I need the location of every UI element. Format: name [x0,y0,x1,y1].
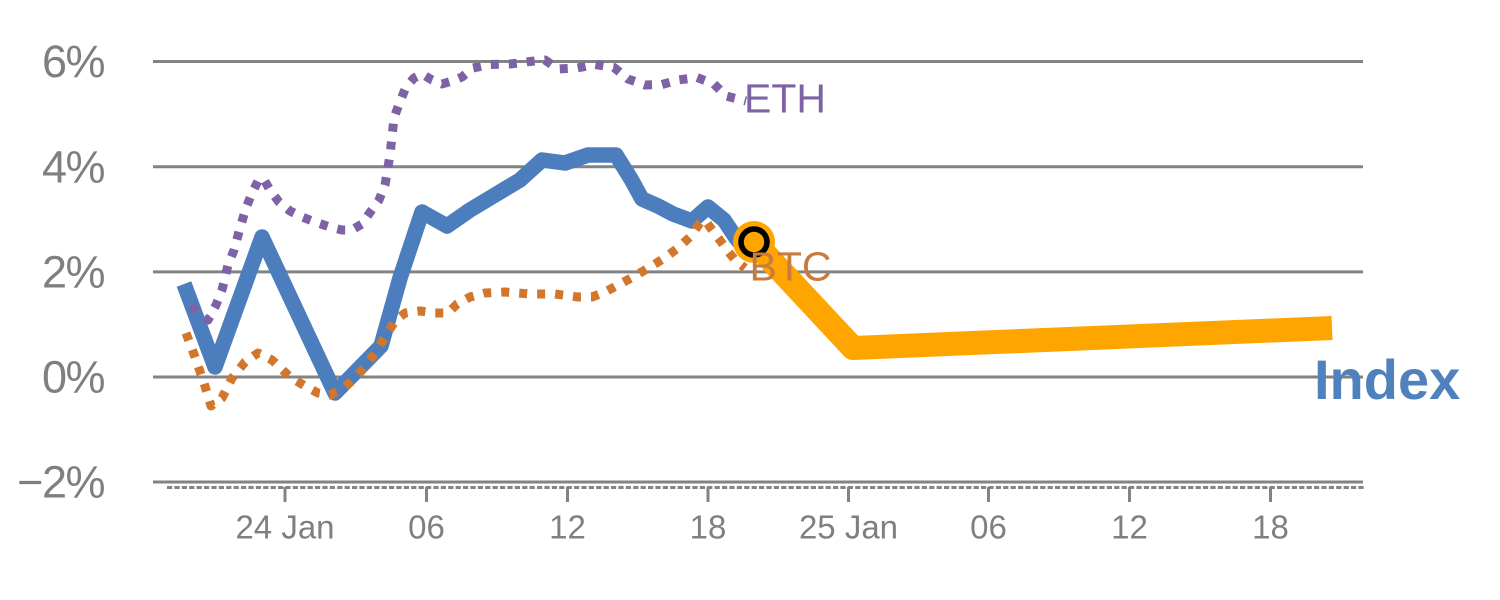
svg-text:18: 18 [1252,509,1289,546]
svg-text:Index: Index [1314,348,1460,411]
svg-text:06: 06 [970,509,1007,546]
svg-text:18: 18 [690,509,727,546]
svg-text:25 Jan: 25 Jan [799,509,898,546]
svg-text:12: 12 [1111,509,1148,546]
svg-text:BTC: BTC [750,244,832,290]
svg-text:0%: 0% [42,352,105,403]
svg-text:−2%: −2% [17,457,104,508]
svg-text:24 Jan: 24 Jan [235,509,334,546]
svg-text:ETH: ETH [744,76,826,122]
svg-text:06: 06 [408,509,445,546]
svg-text:2%: 2% [42,246,105,297]
svg-text:12: 12 [549,509,586,546]
svg-text:6%: 6% [42,36,105,87]
svg-text:4%: 4% [42,141,105,192]
